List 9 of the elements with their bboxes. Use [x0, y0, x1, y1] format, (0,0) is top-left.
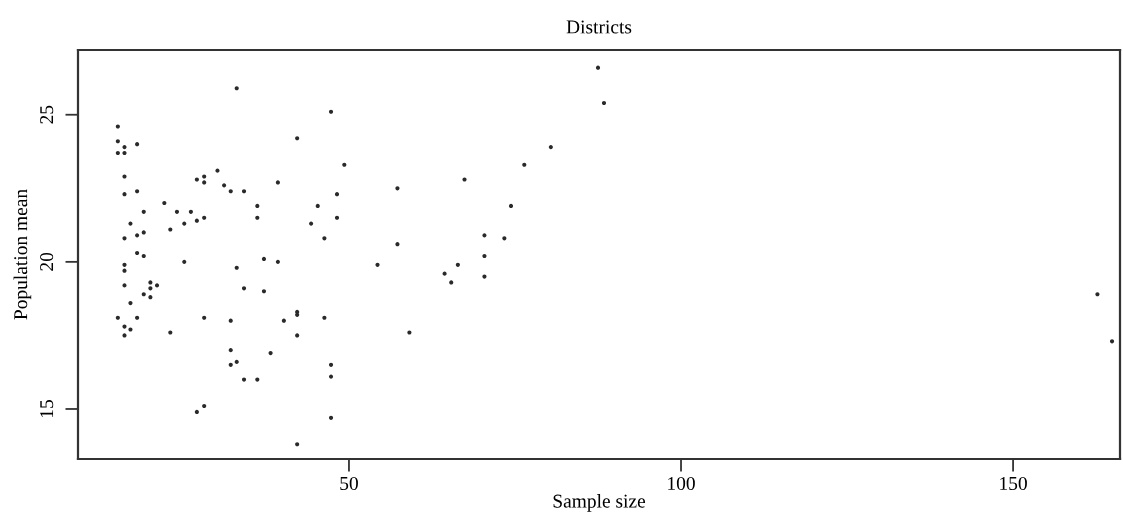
- x-tick-label: 150: [1000, 476, 1027, 491]
- y-axis-title: Population mean: [13, 189, 32, 320]
- y-tick-label: 25: [40, 105, 54, 124]
- chart-title: Districts: [566, 20, 632, 34]
- y-tick-label: 15: [40, 400, 54, 417]
- x-axis-title: Sample size: [553, 493, 646, 512]
- x-tick-label: 100: [668, 476, 695, 491]
- x-tick-label: 50: [340, 476, 358, 491]
- y-tick-label: 20: [40, 252, 54, 271]
